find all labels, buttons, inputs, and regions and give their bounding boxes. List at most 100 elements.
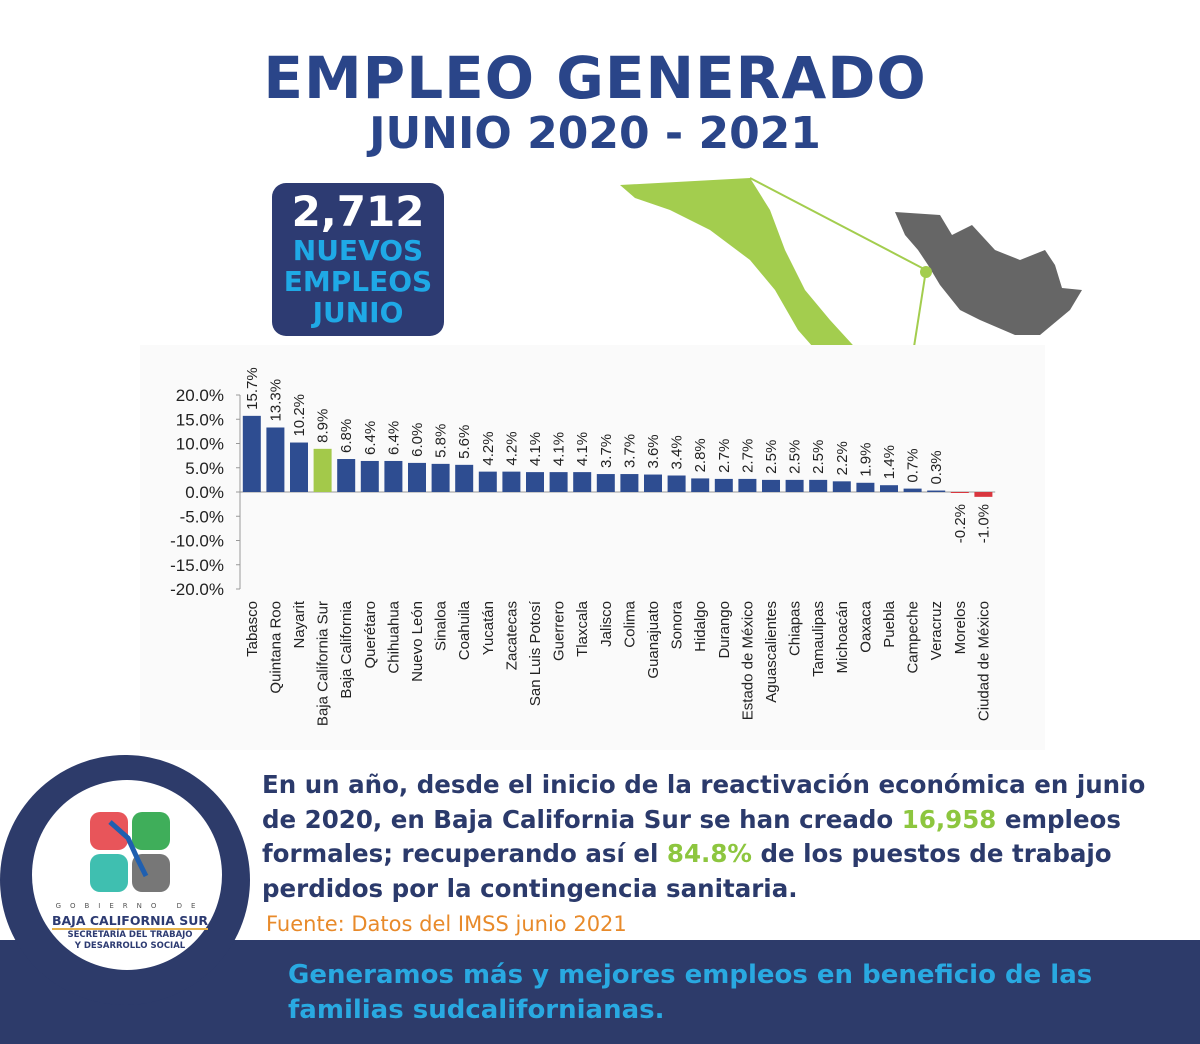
bar-querétaro	[360, 460, 379, 492]
y-tick-label: -15.0%	[170, 556, 224, 575]
y-tick-label: 20.0%	[176, 386, 224, 405]
bar-quintana-roo	[266, 427, 285, 492]
value-label: 5.8%	[433, 424, 450, 458]
value-label: 13.3%	[267, 379, 284, 422]
bar-jalisco	[596, 474, 615, 492]
category-label: Puebla	[881, 600, 898, 647]
value-label: 8.9%	[315, 409, 332, 443]
y-tick-label: -20.0%	[170, 580, 224, 599]
bar-nuevo-león	[408, 462, 426, 492]
bar-campeche	[903, 488, 922, 492]
page-subtitle: JUNIO 2020 - 2021	[369, 108, 821, 159]
category-label: Estado de México	[739, 601, 756, 720]
value-label: 2.2%	[834, 441, 851, 475]
value-label: 3.7%	[621, 434, 638, 468]
category-label: Nayarit	[291, 600, 308, 648]
bar-yucatán	[478, 471, 497, 492]
bar-oaxaca	[856, 482, 875, 492]
category-label: Tamaulipas	[810, 601, 827, 677]
bar-tabasco	[242, 415, 261, 492]
category-label: Quintana Roo	[267, 601, 284, 694]
bar-chiapas	[785, 479, 804, 492]
category-label: Michoacán	[834, 601, 851, 674]
category-label: Guerrero	[551, 601, 568, 661]
new-jobs-number: 2,712	[291, 187, 425, 236]
category-label: Zacatecas	[503, 601, 520, 670]
value-label: 2.5%	[763, 440, 780, 474]
y-tick-label: 5.0%	[185, 459, 224, 478]
value-label: 1.4%	[881, 445, 898, 479]
category-label: Baja California	[338, 600, 355, 698]
y-tick-label: -5.0%	[180, 507, 224, 526]
bar-tlaxcala	[573, 472, 592, 492]
y-tick-label: 15.0%	[176, 410, 224, 429]
logo-state: BAJA CALIFORNIA SUR	[51, 913, 209, 930]
value-label: 0.3%	[928, 450, 945, 484]
bar-chihuahua	[384, 460, 403, 492]
value-label: 4.2%	[480, 431, 497, 465]
bar-nayarit	[290, 442, 308, 492]
category-label: Chiapas	[787, 601, 804, 656]
category-label: Morelos	[952, 601, 969, 654]
summary-text-2: empleos formales; recuperando así el	[262, 804, 1121, 869]
value-label: 5.6%	[456, 425, 473, 459]
bar-chart: 20.0% 15.0% 10.0% 5.0% 0.0% -5.0% -10.0% -15.0%…	[140, 345, 1045, 750]
bar-guerrero	[549, 472, 568, 492]
value-label: 4.2%	[503, 431, 520, 465]
bar-ciudad-de-méxico	[974, 492, 993, 497]
value-label: 2.5%	[787, 440, 804, 474]
bar-sonora	[667, 475, 686, 492]
value-label: 2.7%	[739, 439, 756, 473]
bar-puebla	[880, 485, 898, 492]
value-label: 6.0%	[409, 423, 426, 457]
summary-text-1: En un año, desde el inicio de la reactiv…	[262, 770, 1146, 834]
bar-michoacán	[832, 481, 851, 492]
page-title: EMPLEO GENERADO	[263, 44, 927, 112]
category-label: Tlaxcala	[574, 600, 591, 657]
category-label: Tabasco	[244, 601, 261, 657]
category-label: Sonora	[669, 600, 686, 649]
bar-sinaloa	[431, 463, 450, 492]
value-label: 4.1%	[527, 432, 544, 466]
value-label: -0.2%	[952, 504, 969, 543]
value-label: 6.8%	[338, 419, 355, 453]
y-tick-label: 10.0%	[176, 435, 224, 454]
location-marker	[920, 266, 932, 278]
category-label: Colima	[621, 600, 638, 647]
value-label: 4.1%	[551, 432, 568, 466]
summary-text-3: de los puestos de trabajo perdidos por l…	[262, 839, 1112, 903]
new-jobs-line2: EMPLEOS	[283, 265, 433, 298]
category-label: Sinaloa	[433, 600, 450, 651]
category-label: Coahuila	[456, 600, 473, 660]
category-label: Yucatán	[480, 601, 497, 655]
value-label: 1.9%	[857, 443, 874, 477]
value-label: 6.4%	[362, 421, 379, 455]
category-label: Campeche	[905, 601, 922, 674]
jobs-created-value: 16,958	[901, 804, 997, 834]
new-jobs-line3: JUNIO	[312, 296, 404, 329]
logo-gobierno: GOBIERNO DE	[55, 902, 205, 910]
category-label: Chihuahua	[385, 600, 402, 673]
category-label: Jalisco	[598, 601, 615, 647]
value-label: 10.2%	[291, 394, 308, 437]
slogan-line-1: Generamos más y mejores empleos en benef…	[288, 960, 1093, 990]
logo-secretaria-2: Y DESARROLLO SOCIAL	[74, 941, 186, 951]
value-label: 2.8%	[692, 438, 709, 472]
government-logo: GOBIERNO DE BAJA CALIFORNIA SUR SECRETAR…	[30, 810, 230, 952]
logo-emblem-icon	[90, 812, 170, 892]
new-jobs-line1: NUEVOS	[292, 234, 424, 267]
summary-paragraph: En un año, desde el inicio de la reactiv…	[262, 768, 1162, 906]
bar-coahuila	[455, 464, 474, 492]
bar-baja-california	[337, 459, 356, 492]
source-note: Fuente: Datos del IMSS junio 2021	[266, 912, 627, 936]
category-label: Aguascalientes	[763, 601, 780, 703]
bar-veracruz	[927, 490, 946, 492]
recovery-percent: 84.8%	[666, 839, 752, 868]
category-label: Ciudad de México	[975, 601, 992, 721]
value-label: 3.4%	[669, 435, 686, 469]
bar-aguascalientes	[762, 479, 780, 492]
value-label: 6.4%	[385, 421, 402, 455]
bar-morelos	[950, 492, 969, 493]
y-tick-label: 0.0%	[185, 483, 224, 502]
new-jobs-badge: 2,712 NUEVOS EMPLEOS JUNIO	[272, 183, 444, 336]
